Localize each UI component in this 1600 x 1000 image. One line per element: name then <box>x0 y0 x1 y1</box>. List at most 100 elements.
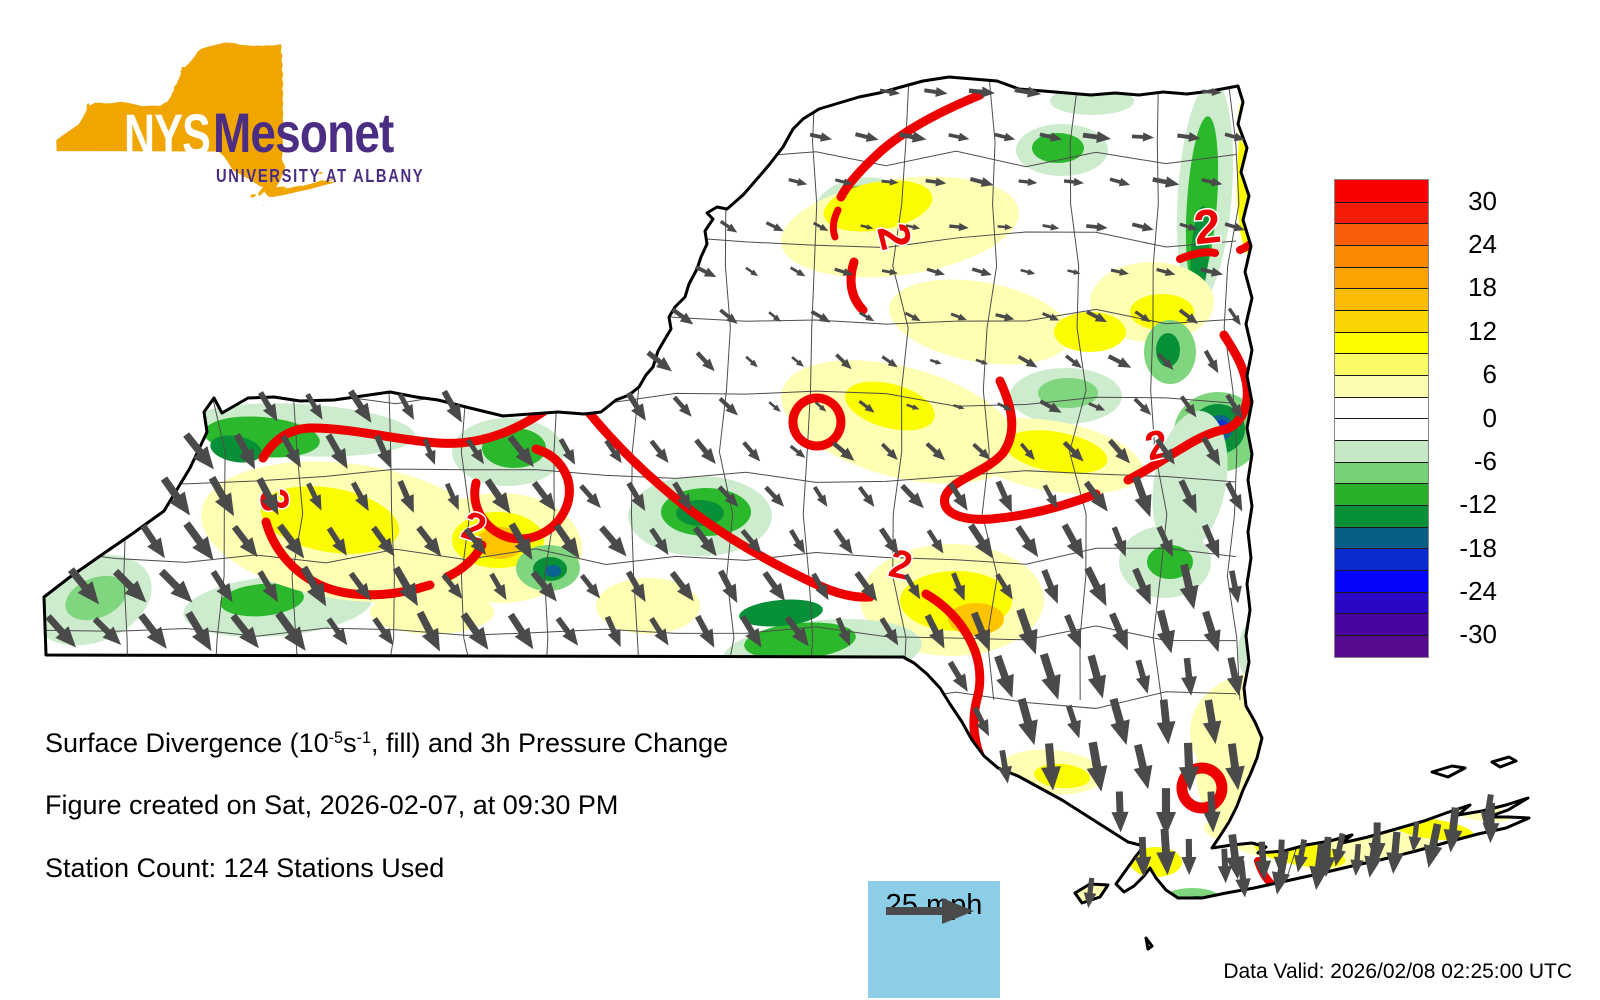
wind-arrow <box>1111 526 1127 557</box>
colorbar-segment <box>1335 548 1428 571</box>
wind-arrow <box>1152 176 1180 188</box>
wind-arrow <box>1110 268 1129 276</box>
wind-arrow <box>326 617 348 646</box>
wind-arrow <box>854 571 878 602</box>
wind-arrow <box>789 266 806 277</box>
wind-arrows <box>45 86 1500 909</box>
wind-arrow <box>924 87 948 97</box>
wind-arrow <box>1042 484 1058 509</box>
wind-arrow <box>1225 743 1245 791</box>
wind-arrow <box>1226 656 1244 697</box>
wind-arrow <box>392 566 418 607</box>
wind-arrow <box>45 614 76 648</box>
wind-arrow <box>1086 741 1108 792</box>
wind-arrow <box>879 617 899 646</box>
wind-arrow <box>1042 223 1060 231</box>
wind-arrow <box>275 610 306 651</box>
wind-arrow <box>1156 699 1176 745</box>
colorbar-segment <box>1335 201 1428 224</box>
colorbar-tick-label: 12 <box>1468 315 1497 346</box>
wind-arrow <box>1087 654 1107 699</box>
wind-arrow <box>1179 395 1197 418</box>
wind-arrow <box>555 616 579 646</box>
wind-arrow <box>672 395 692 417</box>
wind-arrow <box>1201 524 1220 559</box>
wind-arrow <box>814 401 827 412</box>
wind-arrow <box>1041 569 1059 604</box>
wind-arrow <box>112 568 147 603</box>
wind-arrow <box>185 610 212 652</box>
wind-arrow <box>579 573 601 599</box>
wind-arrow <box>280 434 301 468</box>
wind-arrow <box>441 389 462 423</box>
wind-arrow <box>1225 481 1243 512</box>
wind-arrow <box>995 480 1012 513</box>
wind-arrow <box>791 356 804 367</box>
colorbar-tick-label: 24 <box>1468 229 1497 260</box>
colorbar-segment <box>1335 266 1428 289</box>
wind-arrow <box>1235 860 1251 898</box>
colorbar-segment <box>1335 461 1428 484</box>
wind-arrow <box>1156 525 1173 558</box>
wind-arrow <box>926 529 944 554</box>
wind-arrow <box>1111 791 1129 833</box>
wind-arrow <box>860 224 874 230</box>
wind-arrow <box>906 403 920 410</box>
wind-arrow <box>995 313 1015 321</box>
wind-arrow <box>1017 354 1038 368</box>
wind-arrow <box>1202 87 1222 97</box>
wind-arrow <box>325 433 348 469</box>
wind-arrow <box>969 176 994 187</box>
colorbar-segment <box>1335 331 1428 354</box>
wind-arrow <box>947 660 968 692</box>
wind-arrow <box>1014 86 1042 98</box>
wind-arrow <box>257 570 278 603</box>
wind-arrow <box>1020 268 1036 276</box>
wind-arrow <box>948 481 968 511</box>
wind-arrow <box>809 132 832 142</box>
fill-blob <box>739 599 823 627</box>
wind-arrow <box>1294 838 1308 873</box>
wind-reference-arrow-icon <box>886 898 974 924</box>
wind-arrow <box>717 485 739 508</box>
wind-arrow <box>626 481 646 511</box>
colorbar-tick-label: -24 <box>1459 575 1497 606</box>
wind-arrow <box>972 706 990 737</box>
wind-speed-label: 25 mph <box>885 889 983 921</box>
wind-arrow <box>1088 402 1106 411</box>
wind-arrow <box>160 476 191 516</box>
wind-arrow <box>1443 807 1463 853</box>
wind-arrow <box>858 400 875 413</box>
fill-blob <box>1295 619 1331 647</box>
wind-arrow <box>604 615 621 648</box>
logo-university-text: UNIVERSITY AT ALBANY <box>216 166 425 186</box>
wind-arrow <box>971 267 992 277</box>
wind-arrow <box>1041 743 1061 791</box>
wind-arrow <box>1350 843 1364 876</box>
wind-arrow <box>764 485 785 507</box>
contour-line <box>846 257 868 315</box>
wind-arrow <box>768 401 781 412</box>
wind-arrow <box>970 611 991 652</box>
wind-arrow <box>1134 836 1152 878</box>
wind-arrow <box>1061 523 1084 560</box>
station-count-text: Station Count: 124 Stations Used <box>45 853 445 883</box>
contour-line <box>581 404 875 602</box>
wind-arrow <box>1015 525 1039 558</box>
wind-arrow <box>995 573 1013 600</box>
wind-arrow <box>374 434 392 469</box>
fill-blob <box>545 565 561 577</box>
wind-arrow <box>881 178 899 186</box>
wind-arrow <box>745 266 759 277</box>
wind-arrow <box>881 355 898 368</box>
wind-arrow <box>925 177 947 187</box>
wind-arrow <box>1086 222 1108 232</box>
wind-arrow <box>1064 614 1082 649</box>
wind-arrow <box>231 524 258 558</box>
wind-arrow <box>507 612 534 650</box>
wind-arrow <box>718 569 738 604</box>
wind-arrow <box>1155 788 1177 836</box>
wind-arrow <box>1062 440 1084 462</box>
wind-arrow <box>465 438 484 465</box>
wind-arrow <box>1157 352 1174 370</box>
